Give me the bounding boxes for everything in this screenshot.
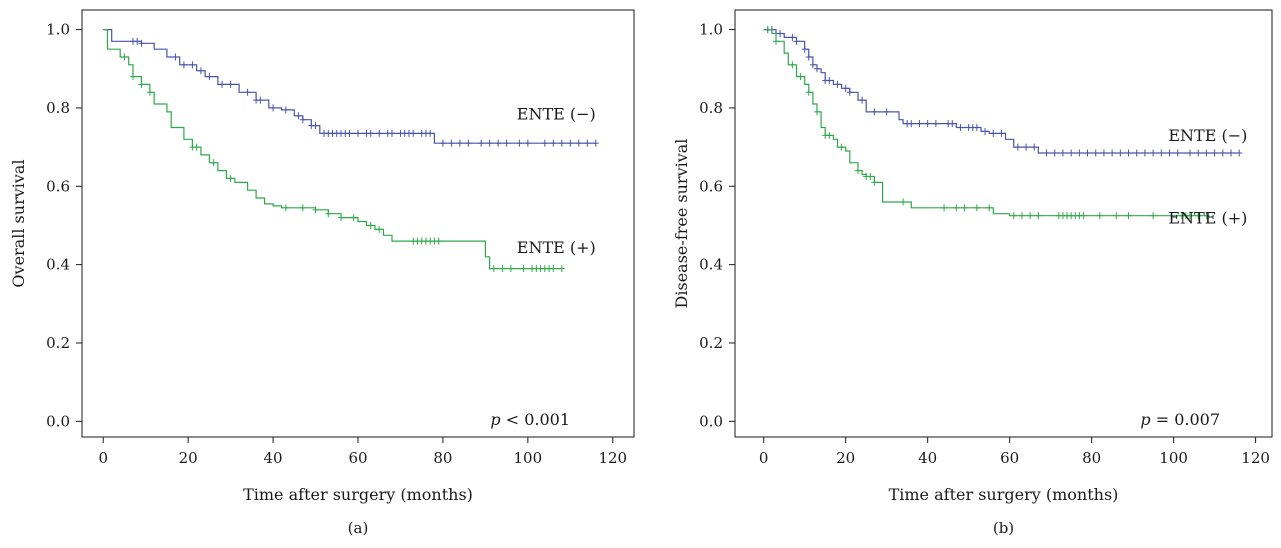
- y-tick-label: 0.0: [46, 412, 70, 430]
- series-ente-negative: ENTE (−): [763, 26, 1247, 157]
- series-label: ENTE (−): [517, 105, 596, 124]
- y-tick-label: 0.8: [699, 99, 723, 117]
- x-tick-label: 80: [1082, 449, 1101, 467]
- y-tick-label: 0.8: [46, 99, 70, 117]
- y-axis-label: Disease-free survival: [672, 139, 691, 309]
- plot-frame: [734, 9, 1273, 438]
- series-label: ENTE (+): [1168, 209, 1247, 228]
- x-tick-label: 60: [1000, 449, 1019, 467]
- x-tick-label: 20: [836, 449, 855, 467]
- x-tick-label: 40: [918, 449, 937, 467]
- series-label: ENTE (+): [517, 238, 596, 257]
- chart-panel-a: 0 20 40 60 80 100 120 0.0 0.2 0.4 0.6 0.8 1.0 Time af…: [9, 9, 635, 537]
- plot-frame: [81, 9, 635, 438]
- y-axis-label: Overall survival: [9, 159, 28, 287]
- x-axis-label: Time after surgery (months): [889, 485, 1119, 504]
- x-tick-label: 60: [348, 449, 367, 467]
- panel-label: (a): [348, 519, 369, 537]
- x-tick-label: 120: [1241, 449, 1270, 467]
- y-tick-label: 0.6: [699, 177, 723, 195]
- series-label: ENTE (−): [1168, 126, 1247, 145]
- x-tick-label: 80: [433, 449, 452, 467]
- x-tick-label: 0: [98, 449, 108, 467]
- p-value-annotation: p < 0.001: [490, 410, 570, 429]
- x-tick-label: 40: [264, 449, 283, 467]
- x-axis-label: Time after surgery (months): [243, 485, 473, 504]
- series-ente-negative: ENTE (−): [103, 29, 599, 147]
- p-value-annotation: p = 0.007: [1140, 410, 1220, 429]
- x-tick-label: 20: [179, 449, 198, 467]
- y-tick-label: 0.4: [46, 256, 70, 274]
- survival-curve: [763, 29, 1207, 217]
- x-tick-label: 120: [598, 449, 627, 467]
- y-tick-label: 0.4: [699, 256, 723, 274]
- y-tick-label: 0.6: [46, 177, 70, 195]
- series-ente-positive: ENTE (+): [763, 29, 1247, 228]
- y-tick-label: 0.2: [699, 334, 723, 352]
- x-tick-label: 100: [1159, 449, 1188, 467]
- panel-label: (b): [993, 519, 1014, 537]
- survival-curve: [103, 29, 596, 144]
- y-tick-label: 0.0: [699, 412, 723, 430]
- x-tick-label: 100: [514, 449, 543, 467]
- y-tick-label: 0.2: [46, 334, 70, 352]
- y-tick-label: 1.0: [699, 21, 723, 39]
- x-tick-label: 0: [759, 449, 769, 467]
- chart-panel-b: 0 20 40 60 80 100 120 0.0 0.2 0.4 0.6 0.8 1.0 Time af…: [672, 9, 1273, 537]
- survival-curve: [103, 29, 562, 270]
- series-ente-positive: ENTE (+): [103, 29, 596, 273]
- y-tick-label: 1.0: [46, 21, 70, 39]
